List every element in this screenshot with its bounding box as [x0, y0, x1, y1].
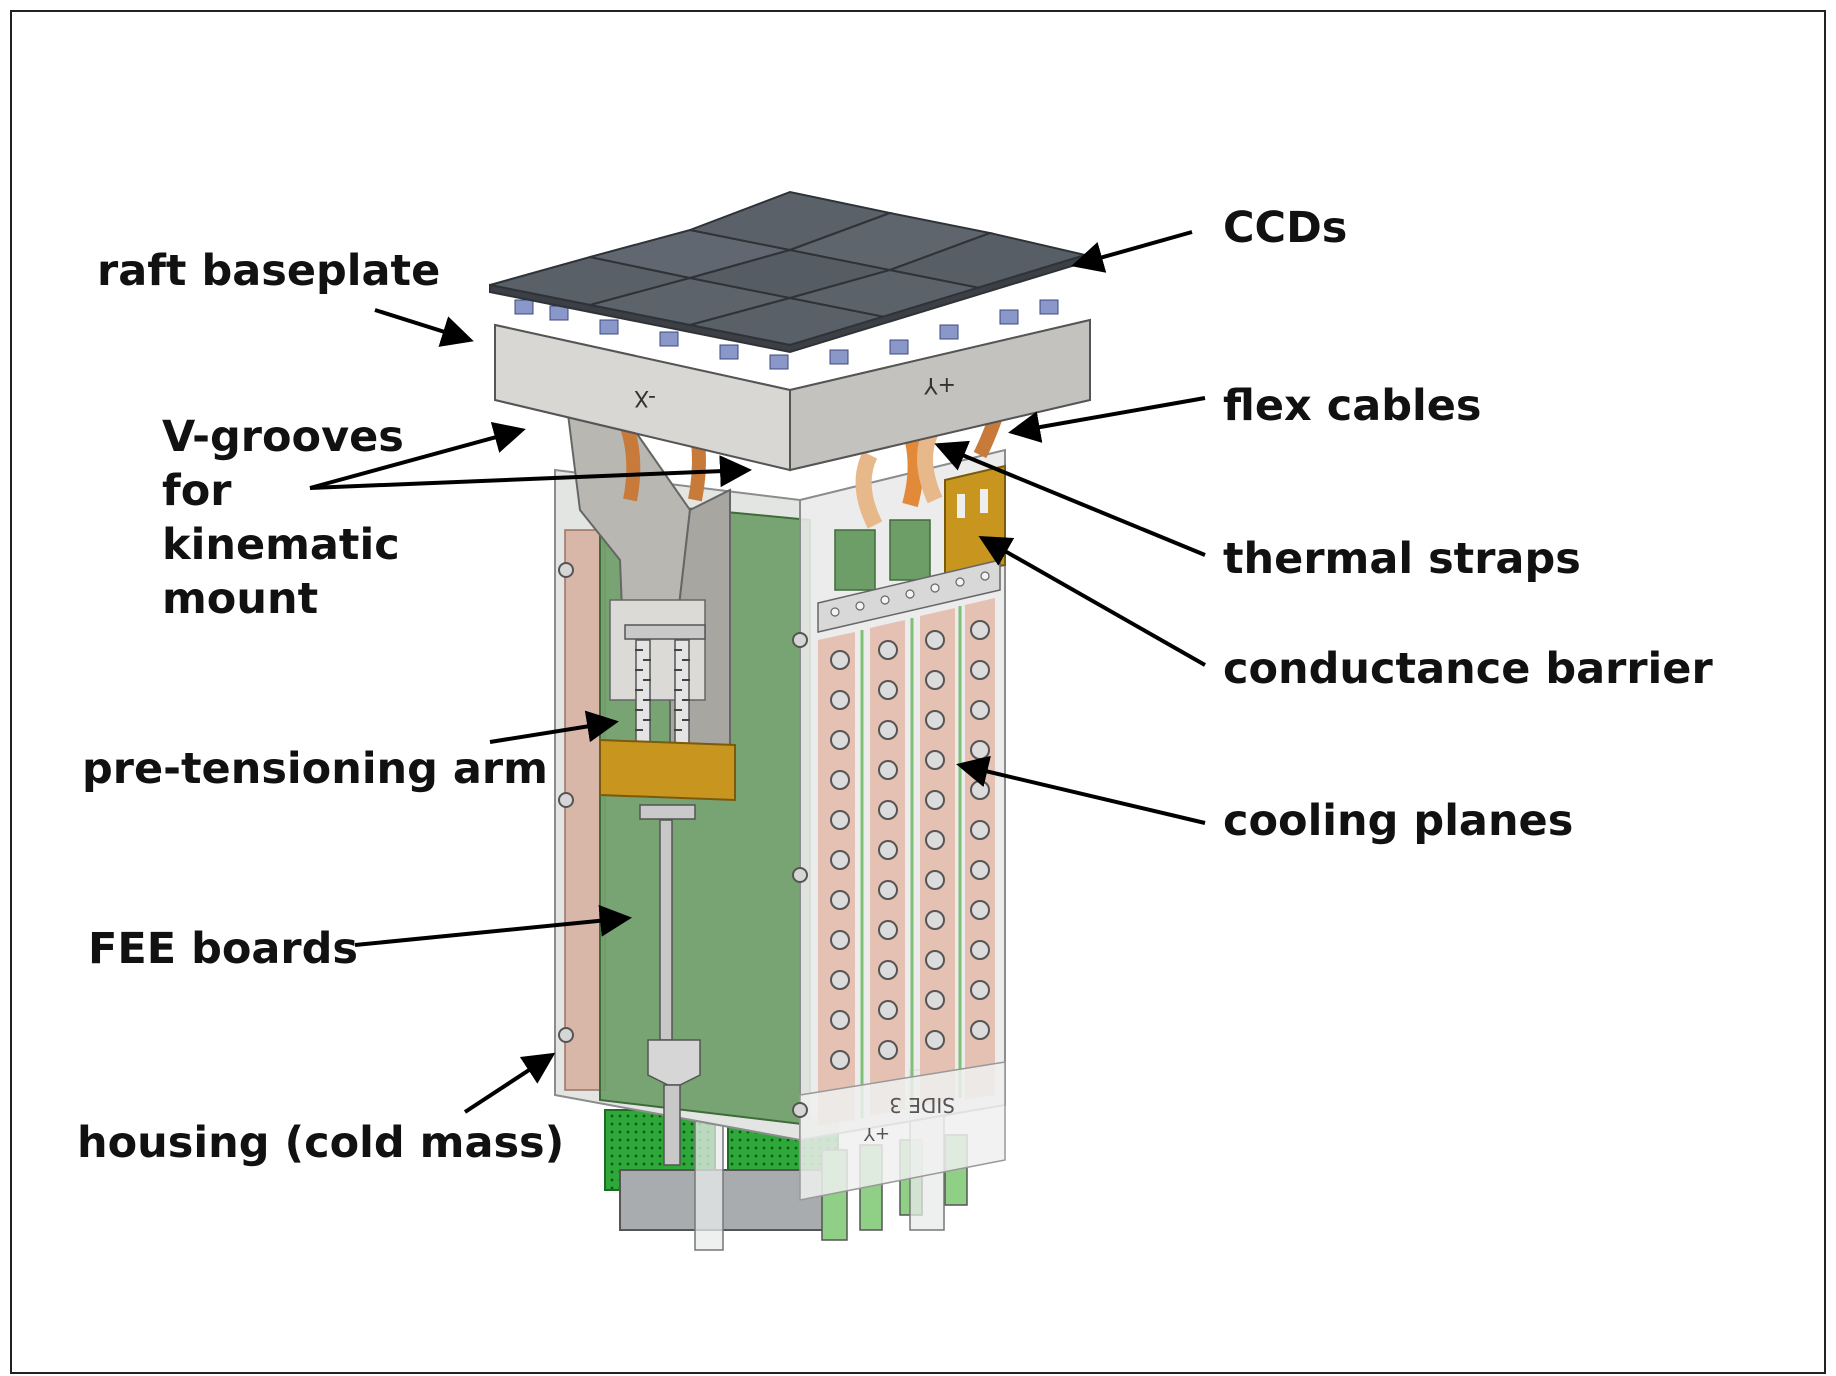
label-housing: housing (cold mass) — [77, 1118, 565, 1168]
plus-y-lower-marking: +Y — [863, 1123, 890, 1144]
plus-y-marking: +Y — [924, 372, 956, 397]
label-conductance-barrier: conductance barrier — [1223, 644, 1713, 694]
label-v-grooves-line1: V-grooves — [162, 412, 404, 462]
housing-bolts — [558, 562, 808, 1118]
cooling-plane-strips — [818, 598, 995, 1126]
leader-arrows — [309, 230, 1206, 1114]
minus-x-marking: -X — [634, 385, 656, 410]
label-pre-tensioning-arm: pre-tensioning arm — [82, 744, 548, 794]
label-flex-cables: flex cables — [1223, 381, 1482, 431]
ccd-array — [489, 190, 1089, 354]
label-v-grooves-line4: mount — [162, 574, 319, 624]
label-raft-baseplate: raft baseplate — [97, 246, 441, 296]
label-v-grooves-line2: for — [162, 466, 232, 516]
label-cooling-planes: cooling planes — [1223, 796, 1574, 846]
label-ccds: CCDs — [1223, 203, 1348, 253]
conductance-barrier — [944, 464, 1006, 577]
raft-baseplate: -X +Y — [494, 299, 1091, 472]
housing-bottom-block — [799, 1061, 1006, 1201]
label-v-grooves-line3: kinematic — [162, 520, 400, 570]
label-fee-boards: FEE boards — [88, 924, 359, 974]
label-v-grooves: V-grooves for kinematic mount — [162, 410, 404, 626]
label-thermal-straps: thermal straps — [1223, 534, 1581, 584]
side3-marking: SIDE 3 — [889, 1093, 955, 1117]
pre-tensioning-arm — [599, 624, 736, 1166]
